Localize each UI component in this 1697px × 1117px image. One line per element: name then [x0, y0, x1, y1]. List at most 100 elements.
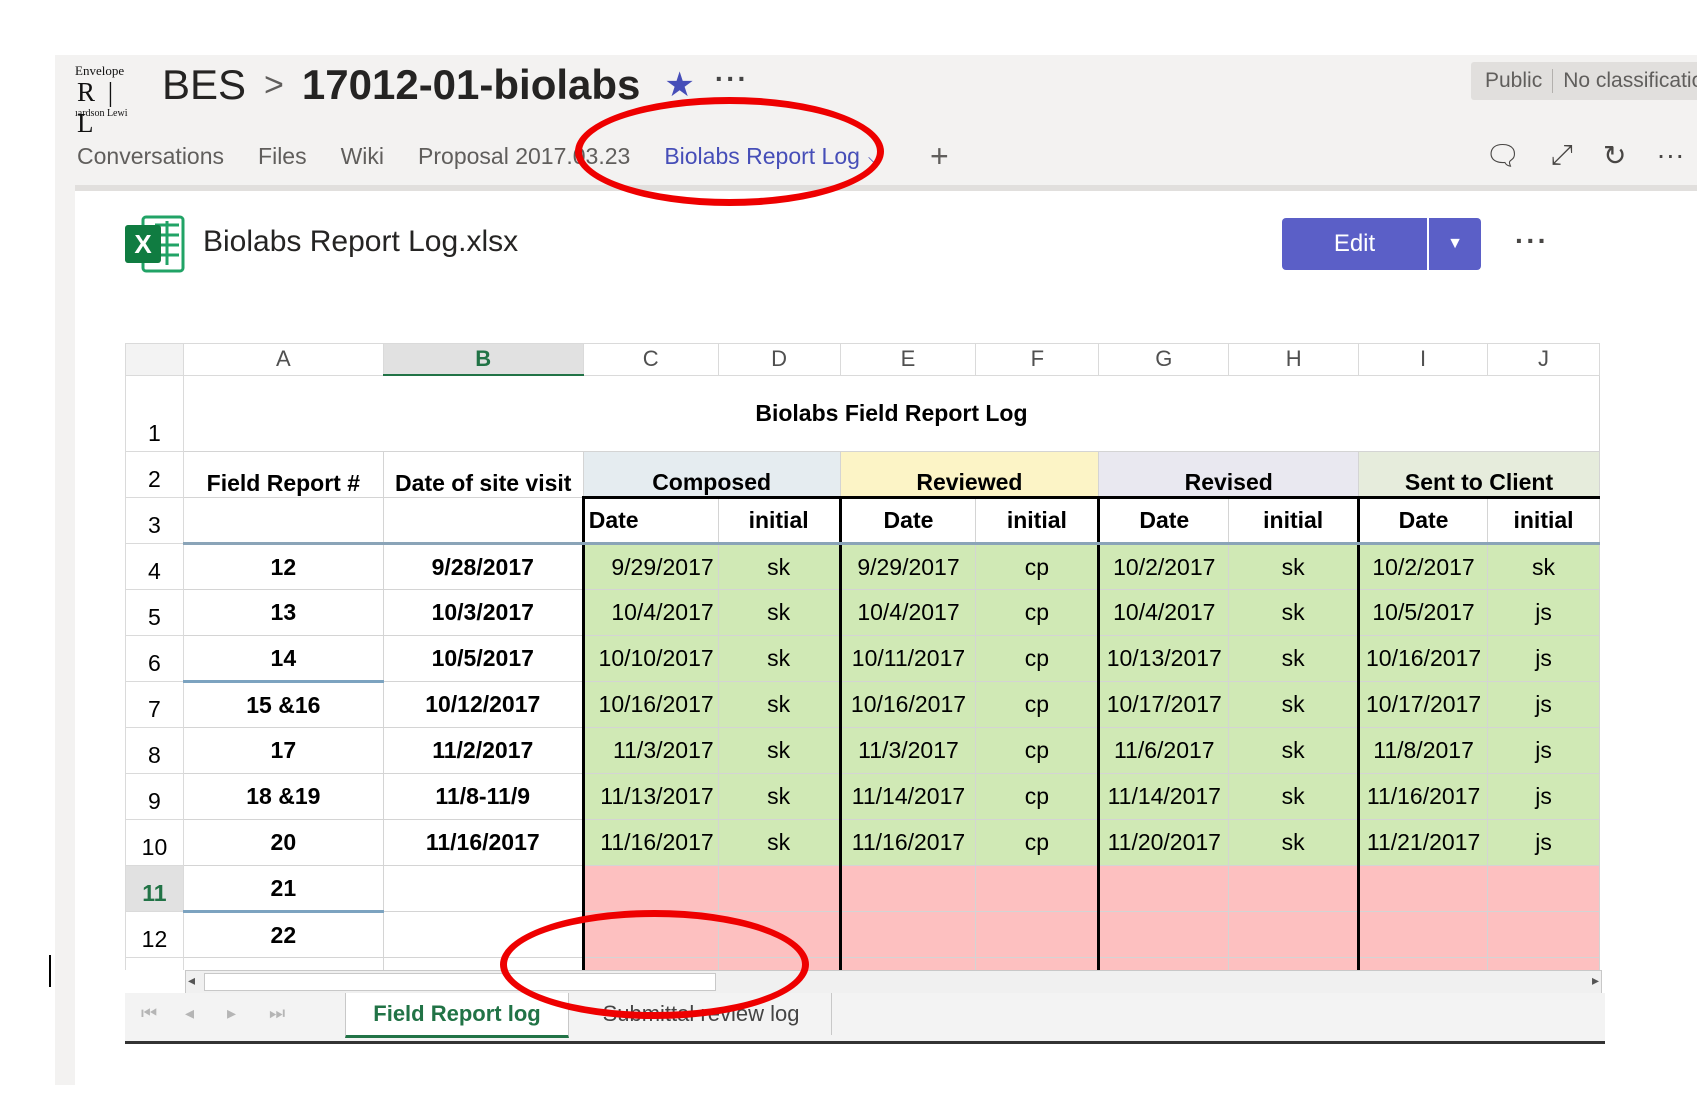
spreadsheet-grid[interactable]: A B C D E F G H I J 1 Biolabs Field Repo… — [125, 343, 1600, 970]
column-header[interactable]: J — [1487, 343, 1600, 376]
table-cell[interactable]: 11/16/2017 — [1357, 773, 1489, 820]
tab-files[interactable]: Files — [258, 143, 307, 169]
table-cell[interactable]: 10/4/2017 — [581, 589, 719, 636]
row-header[interactable]: 11 — [125, 865, 184, 912]
more-icon[interactable]: ··· — [1656, 139, 1685, 170]
select-all-corner[interactable] — [125, 343, 184, 376]
table-cell[interactable]: 10/13/2017 — [1097, 635, 1230, 682]
table-cell[interactable]: cp — [975, 819, 1100, 866]
table-cell[interactable] — [1228, 911, 1360, 958]
table-cell[interactable]: 9/29/2017 — [838, 543, 977, 590]
table-cell[interactable] — [975, 911, 1100, 958]
table-cell[interactable]: sk — [1228, 819, 1360, 866]
tab-conversations[interactable]: Conversations — [77, 143, 225, 169]
table-cell[interactable]: 10/11/2017 — [838, 635, 977, 682]
horizontal-scrollbar[interactable]: ◂ ▸ — [185, 970, 1602, 994]
first-sheet-icon[interactable]: ⏮ — [141, 1003, 158, 1023]
initial-subheader[interactable]: initial — [717, 496, 841, 545]
table-cell[interactable]: 11/2/2017 — [382, 727, 584, 774]
table-cell[interactable]: sk — [1228, 543, 1360, 590]
tab-biolabs-report-log[interactable]: Biolabs Report Log ⌵ — [664, 143, 882, 195]
table-cell[interactable] — [717, 865, 841, 912]
table-cell[interactable]: 11/14/2017 — [838, 773, 977, 820]
table-cell[interactable]: 17 — [182, 727, 384, 774]
table-cell[interactable]: 10/16/2017 — [581, 681, 719, 728]
column-header[interactable]: E — [839, 343, 977, 376]
row-header[interactable]: 7 — [125, 681, 184, 728]
date-subheader[interactable]: Date — [1357, 496, 1489, 545]
table-cell[interactable]: 18 &19 — [182, 773, 384, 820]
table-cell[interactable]: 15 &16 — [182, 681, 384, 728]
initial-subheader[interactable]: initial — [1228, 496, 1360, 545]
table-cell[interactable]: 10/4/2017 — [838, 589, 977, 636]
table-cell[interactable] — [838, 957, 977, 970]
column-header[interactable]: A — [182, 343, 384, 376]
tab-proposal[interactable]: Proposal 2017.03.23 — [418, 143, 631, 169]
edit-dropdown-button[interactable]: ▼ — [1429, 218, 1481, 270]
table-cell[interactable]: 10/10/2017 — [581, 635, 719, 682]
sent-header[interactable]: Sent to Client — [1358, 451, 1600, 498]
more-icon[interactable]: ··· — [1515, 225, 1549, 256]
table-cell[interactable]: 10/16/2017 — [1357, 635, 1489, 682]
table-cell[interactable] — [1357, 957, 1489, 970]
table-cell[interactable]: js — [1487, 819, 1600, 866]
refresh-icon[interactable]: ↻ — [1602, 140, 1627, 171]
composed-header[interactable]: Composed — [582, 451, 841, 498]
table-cell[interactable]: 10/3/2017 — [382, 589, 584, 636]
table-cell[interactable] — [1228, 865, 1360, 912]
table-cell[interactable]: js — [1487, 727, 1600, 774]
table-cell[interactable]: js — [1487, 773, 1600, 820]
prev-sheet-icon[interactable]: ◂ — [185, 1003, 195, 1023]
table-cell[interactable]: js — [1487, 635, 1600, 682]
star-icon[interactable]: ★ — [664, 66, 695, 104]
table-cell[interactable]: 21 — [182, 865, 384, 913]
table-cell[interactable]: 10/16/2017 — [838, 681, 977, 728]
table-cell[interactable]: 9/29/2017 — [581, 543, 719, 590]
table-cell[interactable]: 20 — [182, 819, 384, 866]
table-cell[interactable]: sk — [1228, 589, 1360, 636]
scrollbar-thumb[interactable] — [204, 973, 716, 991]
table-cell[interactable] — [838, 865, 977, 912]
date-subheader[interactable]: Date — [1097, 496, 1230, 545]
table-cell[interactable]: 23 — [182, 957, 384, 970]
table-cell[interactable]: cp — [975, 543, 1100, 590]
table-cell[interactable]: 22 — [182, 911, 384, 958]
sheet-tab-submittal-review-log[interactable]: Submittal review log — [571, 993, 832, 1035]
table-cell[interactable]: 10/12/2017 — [382, 681, 584, 728]
table-cell[interactable]: 10/2/2017 — [1357, 543, 1489, 590]
table-cell[interactable] — [382, 865, 584, 912]
table-cell[interactable] — [382, 911, 584, 958]
table-cell[interactable]: 11/8-11/9 — [382, 773, 584, 820]
edit-button[interactable]: Edit — [1282, 218, 1427, 270]
sheet-title[interactable]: Biolabs Field Report Log — [182, 374, 1600, 452]
team-name[interactable]: BES — [162, 61, 247, 108]
table-cell[interactable]: 12 — [182, 543, 384, 590]
date-subheader[interactable]: Date — [581, 496, 719, 545]
table-cell[interactable]: sk — [1228, 773, 1360, 820]
table-cell[interactable]: 11/21/2017 — [1357, 819, 1489, 866]
table-cell[interactable]: sk — [1487, 543, 1600, 590]
table-cell[interactable] — [1357, 911, 1489, 958]
sheet-tab-field-report-log[interactable]: Field Report log — [345, 993, 569, 1038]
column-header[interactable]: G — [1098, 343, 1230, 376]
table-cell[interactable]: 11/20/2017 — [1097, 819, 1230, 866]
column-header[interactable]: H — [1228, 343, 1360, 376]
row-header[interactable]: 5 — [125, 589, 184, 636]
table-cell[interactable]: js — [1487, 589, 1600, 636]
reviewed-header[interactable]: Reviewed — [839, 451, 1100, 498]
initial-subheader[interactable]: initial — [975, 496, 1100, 545]
table-cell[interactable]: 10/2/2017 — [1097, 543, 1230, 590]
table-cell[interactable]: 10/5/2017 — [382, 635, 584, 682]
table-cell[interactable]: sk — [717, 543, 841, 590]
table-cell[interactable] — [182, 497, 384, 545]
table-cell[interactable]: 11/16/2017 — [581, 819, 719, 866]
table-cell[interactable]: sk — [717, 727, 841, 774]
table-cell[interactable] — [975, 957, 1100, 970]
table-cell[interactable]: 10/17/2017 — [1357, 681, 1489, 728]
table-cell[interactable]: 11/16/2017 — [382, 819, 584, 866]
date-subheader[interactable]: Date — [838, 496, 977, 545]
date-visit-header[interactable]: Date of site visit — [382, 451, 584, 498]
table-cell[interactable]: sk — [717, 635, 841, 682]
row-header[interactable]: 13 — [125, 957, 184, 970]
table-cell[interactable]: 11/13/2017 — [581, 773, 719, 820]
